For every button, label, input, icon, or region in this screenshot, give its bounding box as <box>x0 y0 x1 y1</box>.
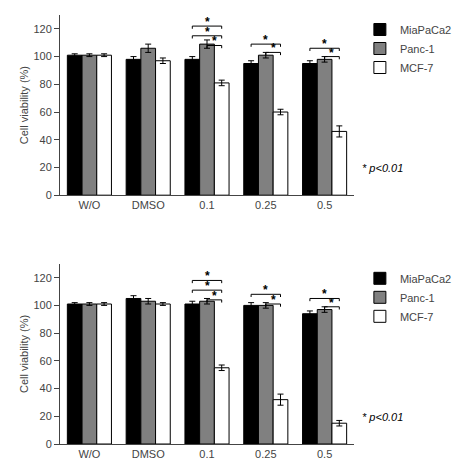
svg-text:*: * <box>205 279 210 293</box>
svg-text:120: 120 <box>33 23 51 35</box>
svg-text:100: 100 <box>33 299 51 311</box>
svg-text:*: * <box>205 25 210 39</box>
svg-text:80: 80 <box>40 78 52 90</box>
svg-text:W/O: W/O <box>78 199 100 211</box>
svg-text:40: 40 <box>40 382 52 394</box>
svg-text:*: * <box>322 287 327 301</box>
svg-text:*: * <box>263 33 268 47</box>
svg-text:MiaPaCa2: MiaPaCa2 <box>400 273 451 285</box>
svg-text:Panc-1: Panc-1 <box>400 43 435 55</box>
svg-text:Cell viability (%): Cell viability (%) <box>18 66 30 144</box>
svg-text:0.5: 0.5 <box>317 448 332 460</box>
svg-text:*: * <box>212 34 217 48</box>
svg-text:*: * <box>205 15 210 29</box>
svg-text:DMSO: DMSO <box>132 199 165 211</box>
svg-text:* p<0.01: * p<0.01 <box>362 162 403 174</box>
svg-text:100: 100 <box>33 50 51 62</box>
svg-text:0.25: 0.25 <box>255 448 276 460</box>
svg-text:*: * <box>271 293 276 307</box>
svg-text:* p<0.01: * p<0.01 <box>362 411 403 423</box>
svg-text:40: 40 <box>40 134 52 146</box>
svg-text:MCF-7: MCF-7 <box>400 311 434 323</box>
svg-text:0: 0 <box>46 189 52 201</box>
svg-text:MCF-7: MCF-7 <box>400 62 434 74</box>
svg-text:0.1: 0.1 <box>199 448 214 460</box>
svg-text:0.25: 0.25 <box>255 199 276 211</box>
svg-text:*: * <box>329 296 334 310</box>
svg-text:W/O: W/O <box>78 448 100 460</box>
svg-text:Cell viability (%): Cell viability (%) <box>18 315 30 393</box>
svg-text:0.1: 0.1 <box>199 199 214 211</box>
svg-text:20: 20 <box>40 410 52 422</box>
svg-text:0.5: 0.5 <box>317 199 332 211</box>
svg-text:60: 60 <box>40 106 52 118</box>
svg-text:DMSO: DMSO <box>132 448 165 460</box>
svg-text:*: * <box>271 41 276 55</box>
svg-text:*: * <box>329 46 334 60</box>
svg-text:60: 60 <box>40 355 52 367</box>
svg-text:0: 0 <box>46 438 52 450</box>
svg-text:*: * <box>205 269 210 283</box>
svg-text:*: * <box>263 283 268 297</box>
svg-text:120: 120 <box>33 272 51 284</box>
svg-text:20: 20 <box>40 161 52 173</box>
svg-text:*: * <box>322 37 327 51</box>
svg-text:80: 80 <box>40 327 52 339</box>
svg-text:*: * <box>212 289 217 303</box>
svg-text:MiaPaCa2: MiaPaCa2 <box>400 24 451 36</box>
svg-text:Panc-1: Panc-1 <box>400 292 435 304</box>
